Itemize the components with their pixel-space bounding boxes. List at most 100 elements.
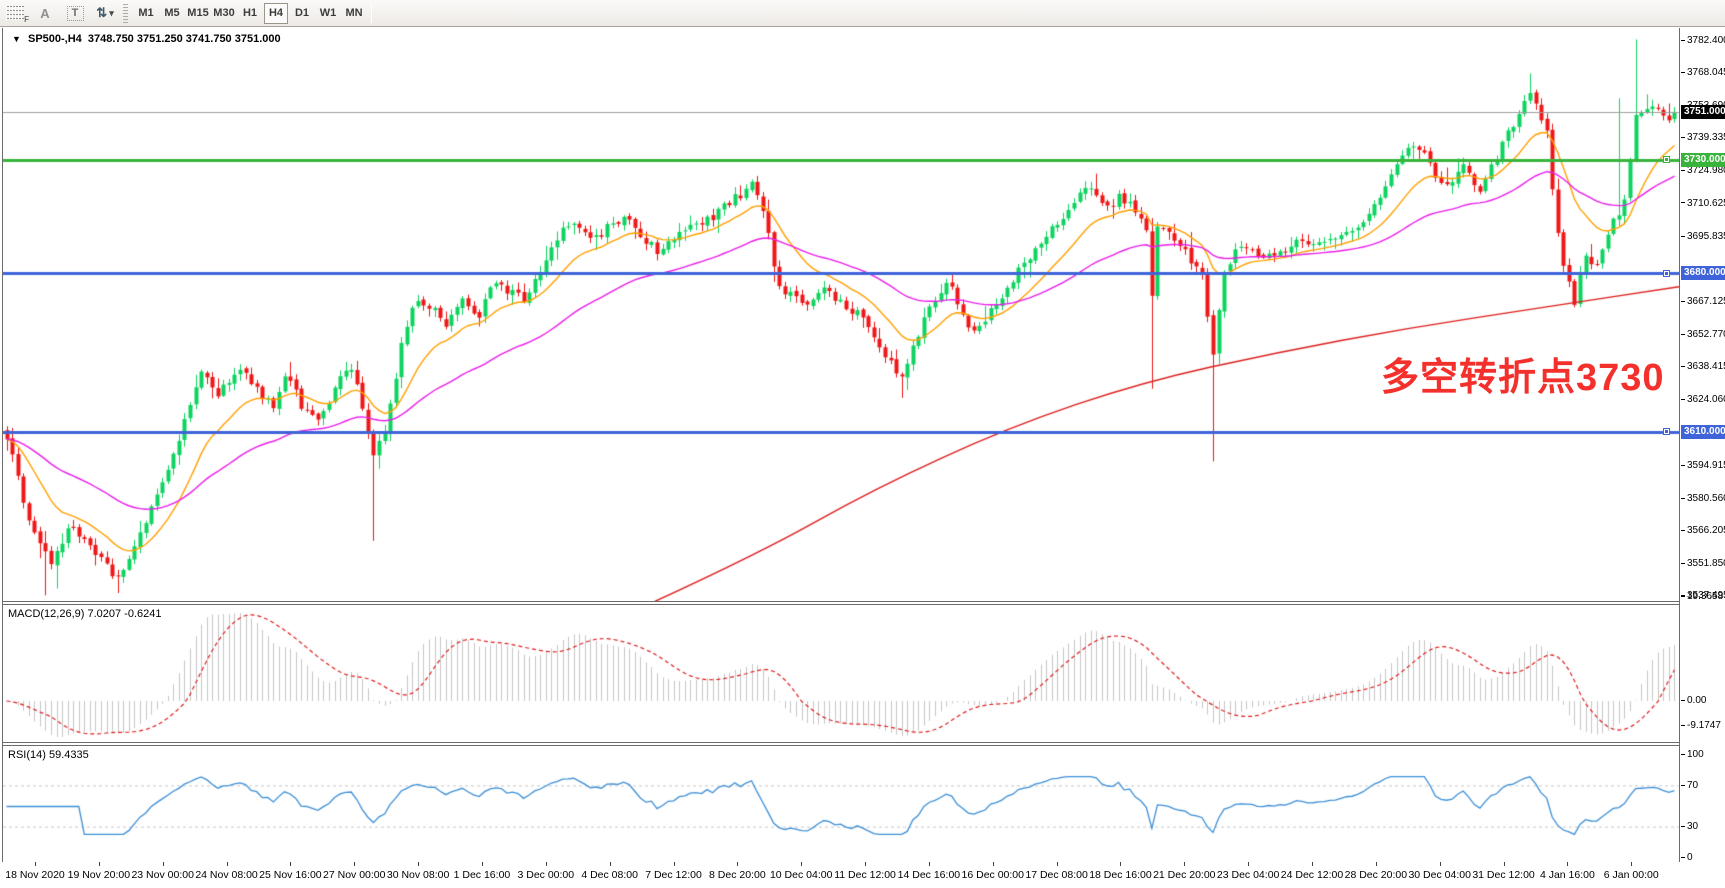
price-tick-label: 3537.495	[1681, 590, 1725, 601]
timeframe-button-mn[interactable]: MN	[345, 7, 363, 19]
rsi-indicator-canvas[interactable]	[3, 746, 1679, 862]
chart-left-border	[2, 28, 3, 862]
time-tick-label: 25 Nov 16:00	[259, 869, 322, 881]
rsi-pane-top-border	[2, 745, 1680, 746]
price-tick-label: 3624.060	[1681, 394, 1725, 405]
main-pane-bottom-border[interactable]	[2, 601, 1680, 602]
time-tick-mark	[354, 862, 356, 866]
current-price-badge[interactable]: 3751.000	[1681, 104, 1725, 119]
chart-title: ▼ SP500-,H4 3748.750 3751.250 3741.750 3…	[12, 33, 281, 45]
price-tick-label: 3782.400	[1681, 35, 1725, 46]
time-tick-label: 4 Dec 08:00	[581, 869, 638, 881]
hline-handle[interactable]	[1663, 269, 1670, 277]
price-tick-label: 3724.980	[1681, 165, 1725, 176]
time-tick-mark	[865, 862, 867, 866]
text-label-button[interactable]: T	[61, 3, 89, 24]
chart-symbol-timeframe: SP500-,H4	[27, 33, 82, 45]
time-tick-label: 8 Dec 20:00	[709, 869, 766, 881]
hline-handle-dot	[1665, 271, 1668, 275]
timeframe-button-m5[interactable]: M5	[164, 7, 180, 19]
time-tick-mark	[1631, 862, 1633, 866]
time-tick-mark	[673, 862, 675, 866]
time-tick-mark	[290, 862, 292, 866]
time-tick-label: 7 Dec 12:00	[645, 869, 702, 881]
timeframe-button-m30[interactable]: M30	[213, 7, 235, 19]
rsi-tick-mark	[1681, 753, 1685, 755]
letter-a-icon: A	[40, 5, 50, 21]
time-tick-mark	[35, 862, 36, 866]
macd-tick-mark	[1681, 595, 1685, 597]
hline-handle-dot	[1665, 158, 1668, 162]
text-annotation-button[interactable]: A	[31, 3, 59, 24]
chart-text-annotation[interactable]: 多空转折点3730	[1381, 357, 1665, 399]
price-tick-label: 3667.125	[1681, 296, 1725, 307]
time-tick-label: 24 Dec 12:00	[1280, 869, 1344, 881]
hline-handle[interactable]	[1663, 428, 1670, 436]
time-tick-mark	[1056, 862, 1058, 866]
hline-handle[interactable]	[1663, 156, 1670, 164]
time-tick-label: 23 Dec 04:00	[1216, 869, 1280, 881]
timeframe-button-w1[interactable]: W1	[319, 7, 337, 19]
price-tick-mark	[1681, 333, 1685, 335]
collapse-triangle-icon[interactable]: ▼	[12, 34, 21, 44]
time-tick-label: 17 Dec 08:00	[1025, 869, 1088, 881]
hline-handle-dot	[1665, 430, 1668, 434]
toolbar-grip[interactable]	[122, 3, 129, 23]
rsi-axis-label: 70	[1681, 780, 1698, 791]
price-tick-label: 3739.335	[1681, 132, 1725, 143]
time-tick-mark	[1439, 862, 1441, 866]
price-tick-label: 3638.415	[1681, 361, 1725, 372]
timeframe-button-h1[interactable]: H1	[242, 7, 258, 19]
time-tick-label: 14 Dec 16:00	[897, 869, 961, 881]
chart-grid-f-icon[interactable]: F	[1, 3, 29, 24]
price-tick-label: 3768.045	[1681, 67, 1725, 78]
time-tick-label: 21 Dec 20:00	[1153, 869, 1216, 881]
price-tick-mark	[1681, 562, 1685, 564]
time-scale[interactable]: 18 Nov 2020 19 Nov 20:00 23 Nov 00:00 24 No…	[0, 862, 1725, 888]
macd-indicator-canvas[interactable]	[3, 605, 1679, 742]
time-tick-label: 27 Nov 00:00	[323, 869, 386, 881]
rsi-tick-mark	[1681, 784, 1685, 786]
time-tick-label: 23 Nov 00:00	[131, 869, 194, 881]
toolbar-separator	[371, 3, 372, 23]
hline-price-badge[interactable]: 3680.000	[1681, 266, 1725, 281]
time-tick-label: 4 Jan 16:00	[1539, 869, 1595, 881]
rsi-axis-label: 0	[1681, 852, 1693, 863]
time-tick-mark	[1375, 862, 1377, 866]
chart-ohlc-values: 3748.750 3751.250 3741.750 3751.000	[87, 33, 281, 45]
arrange-arrows-icon: ⇅	[96, 5, 107, 20]
time-tick-mark	[928, 862, 930, 866]
timeframe-button-m1[interactable]: M1	[138, 7, 154, 19]
hline-price-badge[interactable]: 3730.000	[1681, 152, 1725, 167]
time-tick-mark	[481, 862, 483, 866]
toolbar: F A T ⇅ ▾ M1 M5 M15 M30 H1 H4 D1 W1 MN	[0, 0, 1725, 27]
macd-axis-label: 0.00	[1681, 695, 1706, 706]
time-tick-label: 18 Dec 16:00	[1089, 869, 1152, 881]
time-tick-mark	[1503, 862, 1505, 866]
time-tick-mark	[1248, 862, 1250, 866]
main-chart-canvas[interactable]	[3, 28, 1679, 601]
timeframe-button-d1[interactable]: D1	[294, 7, 310, 19]
price-scale[interactable]: 3782.4003768.0453753.6903739.3353724.980…	[1679, 28, 1725, 863]
price-tick-label: 3594.915	[1681, 460, 1725, 471]
time-tick-mark	[737, 862, 739, 866]
price-tick-label: 3652.770	[1681, 329, 1725, 340]
letter-t-icon: T	[66, 5, 84, 21]
time-tick-label: 6 Jan 00:00	[1603, 869, 1659, 881]
time-tick-mark	[1184, 862, 1186, 866]
rsi-axis-label: 30	[1681, 821, 1698, 832]
macd-pane-bottom-border[interactable]	[2, 742, 1680, 743]
hline-price-badge[interactable]: 3610.000	[1681, 424, 1725, 439]
time-tick-mark	[1567, 862, 1569, 866]
time-tick-mark	[418, 862, 420, 866]
timeframe-button-m15[interactable]: M15	[187, 7, 209, 19]
price-tick-mark	[1681, 366, 1685, 368]
arrange-arrows-button[interactable]: ⇅ ▾	[91, 3, 119, 24]
price-tick-label: 3695.835	[1681, 231, 1725, 242]
time-tick-mark	[609, 862, 611, 866]
price-tick-label: 3551.850	[1681, 558, 1725, 569]
macd-axis-label: 19.3658	[1681, 591, 1723, 602]
timeframe-button-h4[interactable]: H4	[264, 2, 288, 24]
time-tick-label: 18 Nov 2020	[5, 869, 65, 881]
